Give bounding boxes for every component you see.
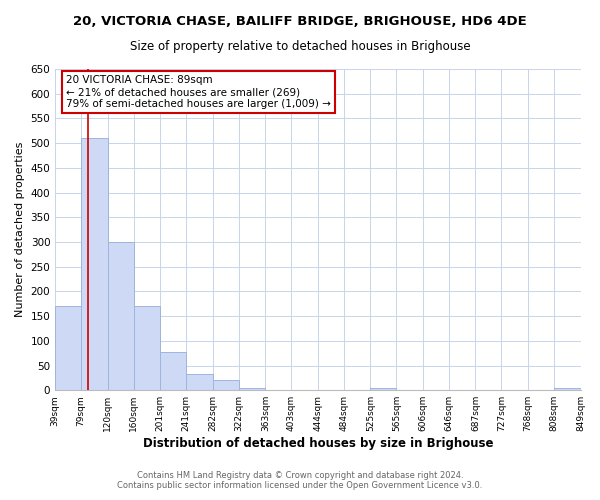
Text: 20 VICTORIA CHASE: 89sqm
← 21% of detached houses are smaller (269)
79% of semi-: 20 VICTORIA CHASE: 89sqm ← 21% of detach… [65, 76, 331, 108]
Bar [370, 388, 397, 390]
Bar [81, 138, 108, 390]
Bar [108, 242, 134, 390]
Bar [554, 388, 581, 390]
Bar [186, 374, 213, 390]
Text: 20, VICTORIA CHASE, BAILIFF BRIDGE, BRIGHOUSE, HD6 4DE: 20, VICTORIA CHASE, BAILIFF BRIDGE, BRIG… [73, 15, 527, 28]
Y-axis label: Number of detached properties: Number of detached properties [15, 142, 25, 318]
Bar [55, 306, 81, 390]
Text: Size of property relative to detached houses in Brighouse: Size of property relative to detached ho… [130, 40, 470, 53]
Text: Contains HM Land Registry data © Crown copyright and database right 2024.
Contai: Contains HM Land Registry data © Crown c… [118, 470, 482, 490]
Bar [239, 388, 265, 390]
Bar [160, 352, 186, 390]
Bar [134, 306, 160, 390]
Bar [213, 380, 239, 390]
X-axis label: Distribution of detached houses by size in Brighouse: Distribution of detached houses by size … [143, 437, 493, 450]
